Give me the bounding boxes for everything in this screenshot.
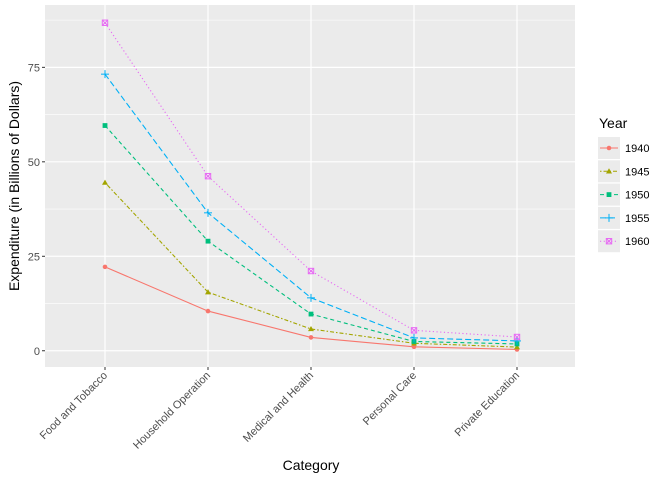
point-triangle: [205, 289, 211, 295]
point-square: [205, 238, 211, 244]
point-plus: [410, 333, 418, 342]
point-circle: [308, 335, 314, 340]
x-tick-label: Private Education: [453, 370, 522, 439]
legend-label: 1950: [625, 190, 649, 202]
point-circle: [606, 145, 612, 151]
panel-background: [45, 5, 575, 367]
x-tick-label: Household Operation: [131, 370, 213, 452]
point-plus: [307, 293, 315, 302]
legend-label: 1945: [625, 166, 649, 178]
point-boxed-x: [513, 333, 521, 341]
point-circle: [411, 344, 417, 350]
legend-label: 1955: [625, 213, 649, 225]
point-plus: [204, 208, 212, 217]
series-line-1945: [104, 182, 518, 348]
point-plus: [101, 70, 109, 79]
point-plus: [605, 213, 613, 222]
point-circle: [205, 308, 211, 314]
point-boxed-x: [204, 172, 212, 180]
legend-label: 1940: [625, 143, 649, 155]
point-triangle: [606, 168, 612, 174]
point-triangle: [102, 179, 108, 185]
y-tick-label: 75: [28, 62, 40, 74]
point-boxed-x: [605, 238, 613, 245]
y-tick-label: 0: [34, 346, 40, 358]
x-tick-label: Medical and Health: [241, 370, 316, 445]
series-line-1960: [104, 22, 518, 338]
legend-title: Year: [599, 115, 628, 131]
point-square: [102, 123, 108, 128]
y-tick-label: 25: [28, 251, 40, 263]
legend-label: 1960: [625, 236, 649, 248]
point-triangle: [514, 344, 520, 350]
y-tick-label: 50: [28, 157, 40, 169]
y-axis-title: Expenditure (in Billions of Dollars): [6, 81, 22, 291]
point-plus: [513, 336, 521, 345]
point-boxed-x: [410, 327, 418, 334]
point-square: [606, 192, 612, 197]
point-circle: [102, 264, 108, 270]
x-tick-label: Personal Care: [361, 370, 419, 428]
x-axis-title: Category: [283, 457, 340, 473]
point-boxed-x: [307, 267, 315, 275]
x-tick-label: Food and Tobacco: [38, 370, 110, 442]
point-square: [308, 311, 314, 317]
point-triangle: [308, 325, 314, 332]
point-boxed-x: [101, 19, 109, 26]
